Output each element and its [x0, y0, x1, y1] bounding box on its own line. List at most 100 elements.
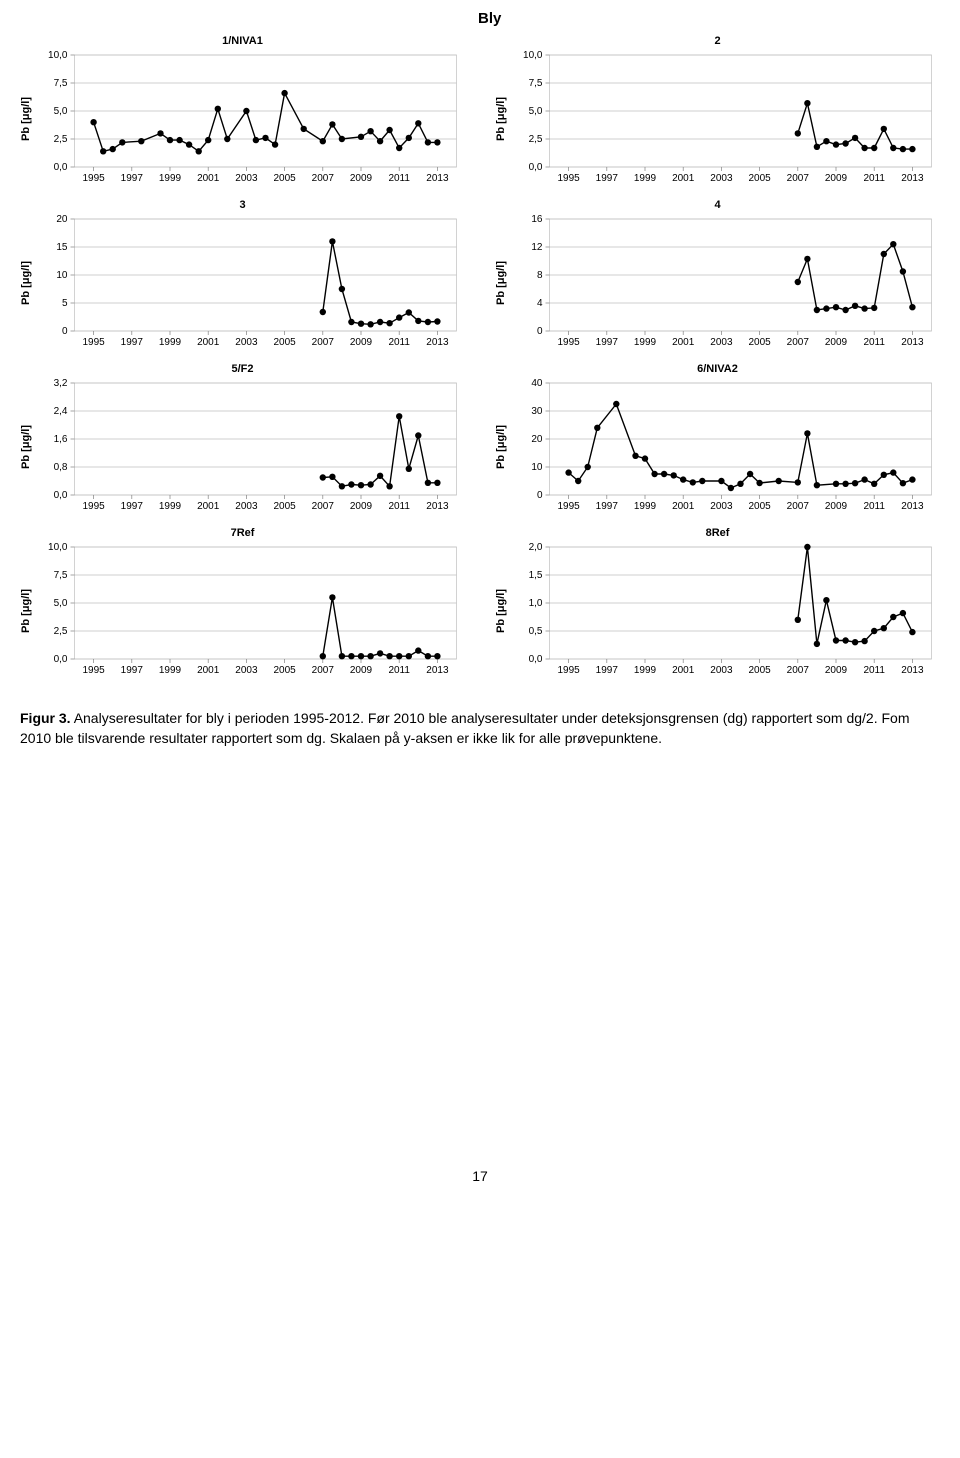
svg-text:2003: 2003	[235, 665, 258, 676]
svg-text:2011: 2011	[863, 665, 885, 676]
svg-text:2013: 2013	[901, 501, 924, 512]
y-axis-label: Pb [μg/l]	[20, 261, 32, 305]
svg-text:2001: 2001	[197, 665, 220, 676]
svg-text:2003: 2003	[235, 501, 258, 512]
svg-text:4: 4	[537, 298, 543, 309]
svg-text:2005: 2005	[273, 501, 296, 512]
svg-text:2003: 2003	[235, 337, 258, 348]
svg-text:1999: 1999	[159, 337, 182, 348]
svg-text:20: 20	[56, 214, 68, 225]
svg-text:5,0: 5,0	[529, 106, 543, 117]
svg-text:3,2: 3,2	[54, 378, 68, 389]
chart-panel: 8RefPb [μg/l]0,00,51,01,52,0199519971999…	[495, 527, 940, 681]
y-axis-label: Pb [μg/l]	[495, 97, 507, 141]
svg-text:1997: 1997	[121, 173, 144, 184]
svg-text:7,5: 7,5	[54, 78, 68, 89]
svg-text:2013: 2013	[901, 173, 924, 184]
svg-text:1999: 1999	[159, 665, 182, 676]
svg-text:2007: 2007	[312, 501, 335, 512]
svg-text:2,5: 2,5	[529, 134, 543, 145]
svg-text:2003: 2003	[710, 665, 733, 676]
caption-body: Analyseresultater for bly i perioden 199…	[20, 710, 909, 746]
svg-text:10,0: 10,0	[523, 50, 543, 61]
svg-text:7,5: 7,5	[529, 78, 543, 89]
svg-text:1997: 1997	[121, 665, 144, 676]
svg-text:2011: 2011	[863, 337, 885, 348]
svg-text:1,6: 1,6	[54, 434, 68, 445]
svg-text:2001: 2001	[672, 337, 695, 348]
chart-svg: 0510152019951997199920012003200520072009…	[34, 213, 465, 353]
chart-svg: 0,00,81,62,43,21995199719992001200320052…	[34, 377, 465, 517]
svg-text:40: 40	[531, 378, 543, 389]
svg-text:2005: 2005	[748, 173, 771, 184]
chart-svg: 0,02,55,07,510,0199519971999200120032005…	[34, 49, 465, 189]
chart-panel: 1/NIVA1Pb [μg/l]0,02,55,07,510,019951997…	[20, 35, 465, 189]
svg-text:1995: 1995	[82, 501, 105, 512]
caption-lead: Figur 3.	[20, 710, 71, 726]
svg-text:2007: 2007	[787, 665, 810, 676]
y-axis-label: Pb [μg/l]	[495, 589, 507, 633]
svg-text:2009: 2009	[350, 173, 373, 184]
svg-text:1,5: 1,5	[529, 570, 543, 581]
y-axis-label: Pb [μg/l]	[20, 589, 32, 633]
svg-text:10: 10	[531, 462, 543, 473]
svg-text:2011: 2011	[863, 501, 885, 512]
page-number: 17	[20, 1168, 940, 1184]
svg-text:2005: 2005	[273, 173, 296, 184]
svg-text:1995: 1995	[557, 173, 580, 184]
svg-text:7,5: 7,5	[54, 570, 68, 581]
svg-text:1999: 1999	[634, 501, 657, 512]
svg-text:2001: 2001	[197, 501, 220, 512]
svg-text:2011: 2011	[388, 337, 410, 348]
svg-text:2001: 2001	[197, 173, 220, 184]
svg-text:2011: 2011	[388, 173, 410, 184]
svg-text:1997: 1997	[121, 501, 144, 512]
chart-title: 5/F2	[20, 363, 465, 375]
svg-text:2005: 2005	[273, 337, 296, 348]
y-axis-label: Pb [μg/l]	[20, 97, 32, 141]
svg-text:2007: 2007	[787, 337, 810, 348]
svg-text:2001: 2001	[672, 665, 695, 676]
chart-panel: 7RefPb [μg/l]0,02,55,07,510,019951997199…	[20, 527, 465, 681]
svg-text:1999: 1999	[634, 173, 657, 184]
chart-title: 7Ref	[20, 527, 465, 539]
svg-text:0,0: 0,0	[54, 654, 68, 665]
svg-text:2011: 2011	[388, 665, 410, 676]
svg-text:1995: 1995	[82, 665, 105, 676]
page-title: Bly	[478, 10, 940, 27]
svg-text:2,4: 2,4	[54, 406, 68, 417]
svg-text:1999: 1999	[159, 173, 182, 184]
y-axis-label: Pb [μg/l]	[495, 261, 507, 305]
svg-text:0,0: 0,0	[529, 654, 543, 665]
svg-text:2,5: 2,5	[54, 134, 68, 145]
svg-text:2009: 2009	[825, 173, 848, 184]
svg-text:0,0: 0,0	[54, 490, 68, 501]
svg-text:2011: 2011	[388, 501, 410, 512]
svg-text:2007: 2007	[312, 173, 335, 184]
svg-text:5: 5	[62, 298, 68, 309]
svg-text:2001: 2001	[672, 501, 695, 512]
chart-panel: 2Pb [μg/l]0,02,55,07,510,019951997199920…	[495, 35, 940, 189]
svg-text:2005: 2005	[748, 501, 771, 512]
svg-text:8: 8	[537, 270, 543, 281]
svg-text:12: 12	[531, 242, 543, 253]
svg-text:2013: 2013	[901, 337, 924, 348]
svg-text:2,0: 2,0	[529, 542, 543, 553]
svg-text:1997: 1997	[596, 501, 619, 512]
chart-svg: 0481216199519971999200120032005200720092…	[509, 213, 940, 353]
chart-panel: 4Pb [μg/l]048121619951997199920012003200…	[495, 199, 940, 353]
svg-text:1995: 1995	[82, 337, 105, 348]
svg-text:2003: 2003	[235, 173, 258, 184]
chart-panel: 5/F2Pb [μg/l]0,00,81,62,43,2199519971999…	[20, 363, 465, 517]
svg-text:30: 30	[531, 406, 543, 417]
svg-text:2013: 2013	[426, 173, 449, 184]
svg-text:2009: 2009	[350, 501, 373, 512]
svg-text:2009: 2009	[350, 337, 373, 348]
svg-text:2003: 2003	[710, 501, 733, 512]
svg-text:2005: 2005	[748, 337, 771, 348]
svg-text:1997: 1997	[596, 337, 619, 348]
svg-text:10,0: 10,0	[48, 50, 68, 61]
svg-text:0,5: 0,5	[529, 626, 543, 637]
figure-caption: Figur 3. Analyseresultater for bly i per…	[20, 709, 920, 748]
svg-text:0,0: 0,0	[54, 162, 68, 173]
